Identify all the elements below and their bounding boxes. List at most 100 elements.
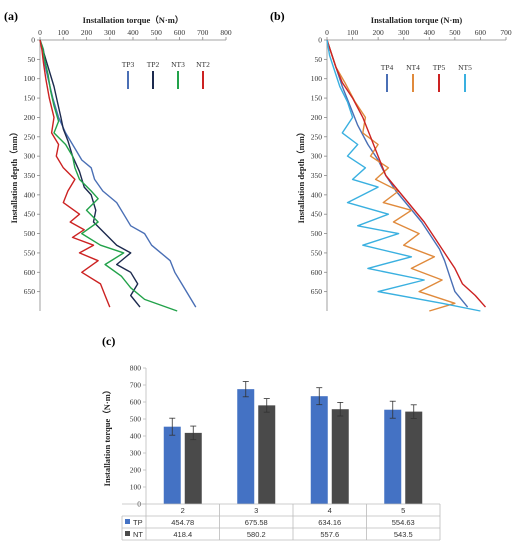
x-tick-label: 600	[475, 28, 487, 37]
x-axis-title: Installation torque（N·m）	[83, 15, 184, 25]
x-tick-label: 300	[104, 28, 116, 37]
y-tick-label: 200	[24, 113, 36, 122]
table-value: 580.2	[247, 530, 266, 539]
legend-label-NT2: NT2	[196, 60, 210, 69]
x-tick-label: 0	[38, 28, 42, 37]
x-tick-label: 700	[500, 28, 512, 37]
table-value: 557.6	[320, 530, 339, 539]
y-tick-label: 700	[130, 381, 142, 390]
y-tick-label: 50	[315, 55, 323, 64]
y-axis-title: Installation torque（N·m）	[102, 386, 112, 487]
series-line-NT2	[39, 39, 111, 308]
x-tick-label: 400	[424, 28, 436, 37]
y-tick-label: 350	[24, 171, 36, 180]
y-tick-label: 300	[24, 152, 36, 161]
bar-NT-4	[331, 409, 349, 504]
table-value: 554.63	[392, 518, 415, 527]
x-tick-label: 100	[347, 28, 359, 37]
x-axis-title: Installation torque (N·m)	[371, 15, 463, 25]
series-line-TP4	[326, 39, 469, 308]
panel-a: 0 100 200 300 400 500 600 700 800 0 50 100 150 200 250…	[9, 15, 232, 312]
bar-TP-2	[163, 426, 181, 504]
table-value: 418.4	[173, 530, 192, 539]
x-tick-label: 300	[398, 28, 410, 37]
x-tick-label: 700	[197, 28, 209, 37]
table-swatch-TP	[125, 519, 130, 524]
y-tick-label: 500	[24, 229, 36, 238]
category-label: 5	[401, 506, 405, 515]
panel-label-a: (a)	[4, 9, 18, 23]
table-series-name: NT	[133, 530, 143, 539]
x-tick-label: 500	[151, 28, 163, 37]
legend-label-TP2: TP2	[147, 60, 160, 69]
x-tick-label: 800	[220, 28, 232, 37]
legend-label-NT3: NT3	[171, 60, 185, 69]
x-tick-label: 400	[127, 28, 139, 37]
y-tick-label: 300	[311, 152, 323, 161]
x-tick-label: 600	[174, 28, 186, 37]
table-value: 675.58	[245, 518, 268, 527]
y-axis-title: Installation depth（mm）	[296, 128, 306, 224]
y-tick-label: 650	[24, 287, 36, 296]
y-tick-label: 600	[24, 268, 36, 277]
legend-label-TP3: TP3	[122, 60, 135, 69]
y-tick-label: 400	[24, 190, 36, 199]
series-line-TP2	[39, 39, 141, 308]
y-tick-label: 400	[311, 190, 323, 199]
y-tick-label: 500	[311, 229, 323, 238]
table-value: 634.16	[318, 518, 341, 527]
panel-b: 0 100 200 300 400 500 600 700 0 50 100 150 200 250 300…	[296, 15, 512, 312]
y-tick-label: 550	[311, 248, 323, 257]
series-line-TP5	[326, 39, 487, 308]
y-tick-label: 550	[24, 248, 36, 257]
y-tick-label: 400	[130, 432, 142, 441]
y-tick-label: 100	[130, 483, 142, 492]
legend-label-NT5: NT5	[458, 63, 472, 72]
bar-TP-3	[237, 389, 255, 504]
y-tick-label: 300	[130, 449, 142, 458]
y-tick-label: 0	[318, 36, 322, 45]
panel-label-c: (c)	[102, 334, 115, 348]
y-tick-label: 800	[130, 364, 142, 373]
y-tick-label: 200	[311, 113, 323, 122]
table-value: 543.5	[394, 530, 413, 539]
y-tick-label: 600	[130, 398, 142, 407]
y-tick-label: 250	[311, 132, 323, 141]
table-value: 454.78	[171, 518, 194, 527]
y-tick-label: 450	[311, 210, 323, 219]
x-tick-label: 500	[449, 28, 461, 37]
x-tick-label: 200	[373, 28, 385, 37]
bar-NT-2	[184, 432, 202, 504]
legend-label-TP5: TP5	[433, 63, 446, 72]
bar-TP-4	[310, 396, 328, 504]
series-line-NT4	[326, 39, 456, 312]
x-tick-label: 100	[58, 28, 70, 37]
y-tick-label: 200	[130, 466, 142, 475]
y-tick-label: 250	[24, 132, 36, 141]
x-tick-label: 200	[81, 28, 93, 37]
category-label: 2	[181, 506, 185, 515]
bar-NT-3	[258, 405, 276, 504]
y-tick-label: 0	[31, 36, 35, 45]
table-swatch-NT	[125, 531, 130, 536]
bar-TP-5	[384, 409, 402, 504]
y-tick-label: 500	[130, 415, 142, 424]
y-tick-label: 350	[311, 171, 323, 180]
x-tick-label: 0	[325, 28, 329, 37]
panel-label-b: (b)	[270, 9, 285, 23]
y-tick-label: 100	[311, 74, 323, 83]
y-tick-label: 150	[311, 94, 323, 103]
y-tick-label: 150	[24, 94, 36, 103]
series-line-TP3	[39, 39, 197, 308]
legend-label-NT4: NT4	[406, 63, 420, 72]
y-tick-label: 450	[24, 210, 36, 219]
category-label: 4	[328, 506, 332, 515]
series-line-NT3	[39, 39, 178, 312]
category-label: 3	[254, 506, 258, 515]
y-tick-label: 650	[311, 287, 323, 296]
table-series-name: TP	[133, 518, 143, 527]
bar-NT-5	[405, 411, 423, 504]
y-tick-label: 600	[311, 268, 323, 277]
